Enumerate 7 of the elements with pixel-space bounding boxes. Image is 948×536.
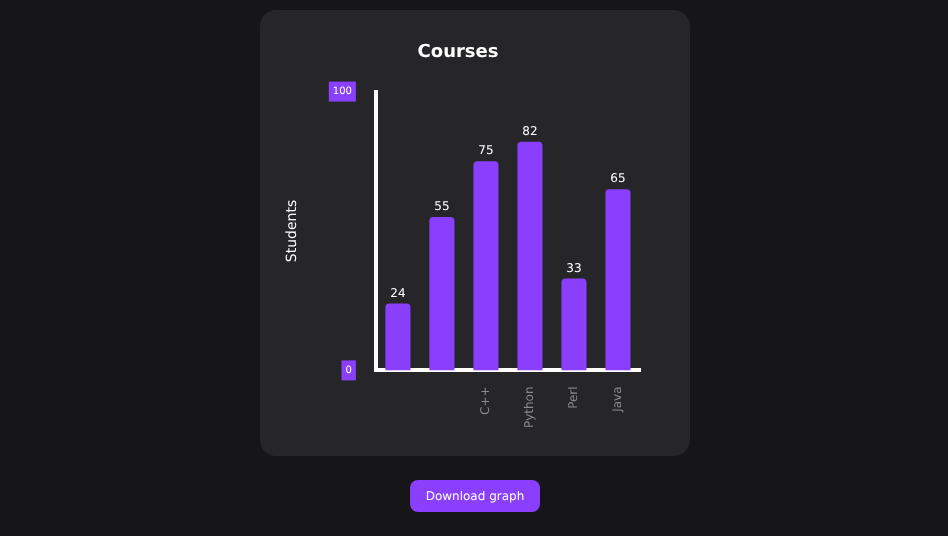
bar <box>561 278 587 371</box>
bar <box>429 217 455 371</box>
bar <box>605 189 631 371</box>
bar <box>473 161 499 371</box>
bar <box>385 303 411 371</box>
chart-title: Courses <box>417 43 499 64</box>
bar <box>517 141 543 371</box>
